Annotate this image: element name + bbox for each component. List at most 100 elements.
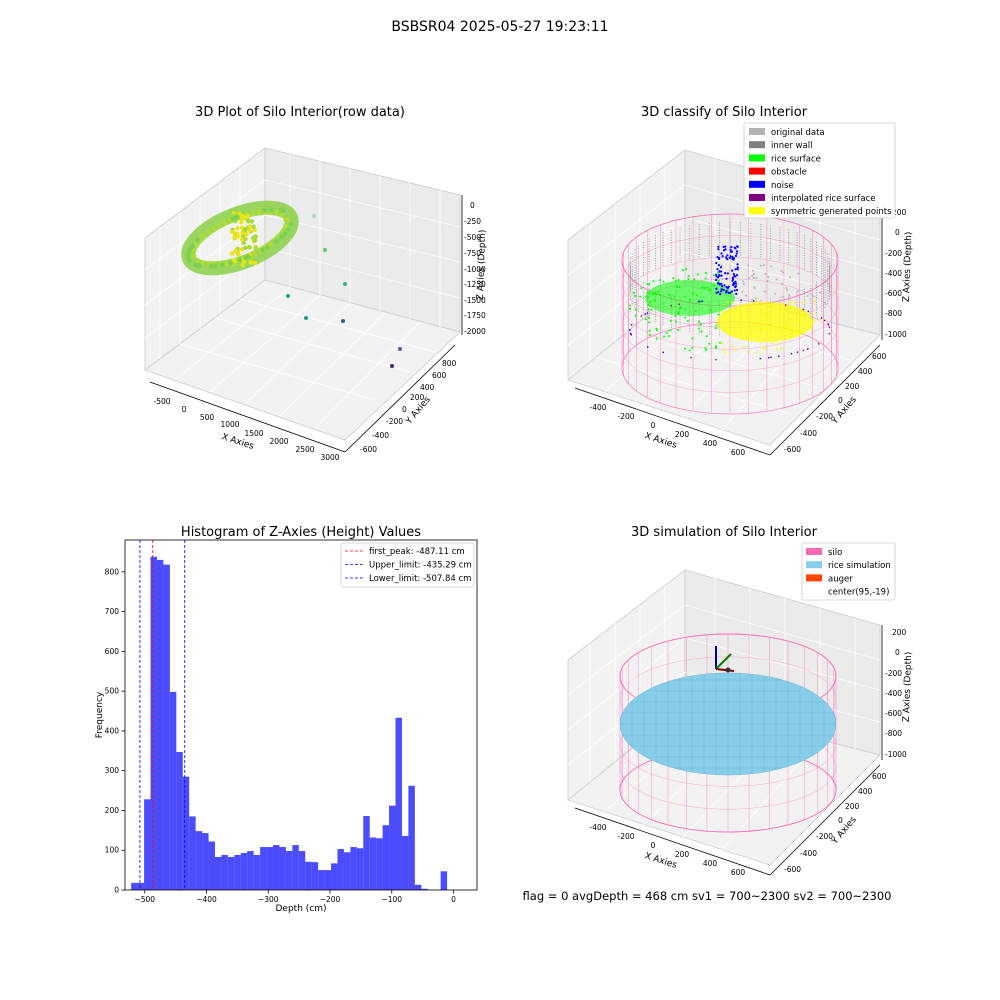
raw-x-tick: 500	[200, 413, 215, 422]
surface-dot	[652, 280, 655, 283]
noise-point	[717, 245, 720, 248]
noise-point	[735, 288, 739, 292]
histogram-legend-label: Upper_limit: -435.29 cm	[369, 561, 472, 571]
surface-dot	[693, 278, 696, 281]
classify-legend: original data inner wall rice surface obsta…	[743, 122, 896, 219]
noise-point	[730, 245, 733, 249]
surface-dot	[634, 314, 637, 317]
legend-label: inner wall	[771, 141, 812, 151]
noise-point	[690, 356, 692, 359]
noise-point	[820, 317, 823, 319]
noise-point	[734, 284, 738, 288]
surface-dot	[708, 342, 711, 345]
surface-dot	[797, 272, 800, 275]
raw-y-tick: 400	[420, 383, 435, 392]
raw-z-tick: -1250	[464, 280, 486, 289]
noise-point	[715, 287, 718, 290]
noise-point	[734, 282, 738, 285]
surface-dot	[793, 301, 796, 304]
histogram-bar	[331, 863, 338, 890]
surface-dot	[696, 273, 699, 276]
noise-point	[716, 268, 719, 271]
raw-cluster-point	[247, 244, 252, 250]
histogram-y-tick-label: 100	[105, 846, 120, 855]
surface-dot	[648, 283, 651, 286]
histogram-bar	[240, 853, 248, 890]
histogram-y-tick-label: 600	[105, 647, 120, 656]
raw-point	[304, 316, 308, 320]
histogram-legend-box	[340, 542, 475, 588]
sim-center-marker	[725, 667, 731, 673]
histogram-y-tick-label: 700	[105, 607, 120, 616]
noise-point	[725, 289, 728, 292]
noise-point	[732, 258, 735, 261]
surface-dot	[766, 317, 769, 320]
noise-point	[740, 299, 742, 301]
surface-dot	[699, 323, 702, 326]
raw-y-tick: -200	[386, 417, 403, 426]
histogram-y-tick-label: 300	[105, 766, 120, 775]
histogram-bar	[363, 816, 370, 890]
surface-dot	[658, 293, 661, 296]
surface-dot	[771, 342, 774, 345]
sim-x-tick: 200	[675, 850, 690, 859]
raw-cluster-point	[247, 224, 252, 229]
surface-dot	[771, 324, 774, 327]
noise-point	[752, 300, 755, 302]
sim-y-tick: 400	[858, 787, 873, 796]
surface-dot	[667, 334, 670, 337]
surface-dot	[674, 279, 677, 282]
surface-dot	[715, 324, 718, 327]
surface-dot	[796, 331, 799, 334]
histogram-bar	[311, 862, 319, 890]
classify-y-axis-line	[769, 344, 881, 456]
histogram-bar	[131, 882, 138, 890]
sim-x-axis-line	[574, 807, 771, 876]
surface-dot	[684, 268, 687, 271]
noise-point	[724, 256, 728, 259]
noise-point	[715, 261, 718, 265]
raw-cluster-point	[251, 224, 256, 229]
surface-dot	[788, 326, 791, 329]
surface-dot	[787, 327, 790, 330]
raw-cluster-point	[240, 213, 245, 219]
histogram-bar	[156, 559, 164, 890]
noise-point	[719, 270, 723, 273]
noise-point	[735, 273, 739, 277]
noise-point	[720, 282, 723, 285]
surface-dot	[647, 308, 650, 311]
noise-point	[784, 304, 787, 306]
histogram-bar	[343, 852, 351, 890]
noise-point	[723, 284, 726, 287]
raw-ring-point	[187, 258, 193, 264]
noise-point	[662, 351, 665, 354]
histogram-bar	[221, 855, 228, 890]
noise-point	[731, 279, 734, 282]
surface-dot	[720, 264, 723, 267]
classify-z-tick: 200	[892, 208, 907, 217]
raw-points	[181, 200, 402, 368]
surface-dot	[669, 319, 672, 322]
classify-silo	[621, 213, 839, 415]
surface-dot	[649, 301, 652, 304]
surface-dot	[712, 274, 715, 277]
surface-dot	[757, 327, 760, 330]
raw-cluster-point	[242, 227, 247, 232]
surface-dot	[629, 307, 632, 310]
noise-point	[724, 271, 727, 275]
histogram-bar	[285, 851, 293, 890]
status-line: flag = 0 avgDepth = 468 cm sv1 = 700~230…	[523, 889, 892, 903]
noise-point	[732, 272, 735, 276]
histogram-x-label: Depth (cm)	[275, 904, 326, 914]
surface-dot	[705, 272, 708, 275]
histogram-bars	[131, 556, 448, 890]
sim-y-axis-line	[769, 764, 881, 876]
surface-dot	[687, 275, 690, 278]
noise-point	[731, 277, 735, 281]
surface-dot	[730, 301, 733, 304]
legend-label: interpolated rice surface	[771, 194, 876, 204]
sim-x-tick: 0	[651, 841, 656, 850]
histogram-bar	[324, 870, 332, 890]
noise-point	[731, 269, 734, 272]
legend-label: rice surface	[771, 154, 821, 164]
